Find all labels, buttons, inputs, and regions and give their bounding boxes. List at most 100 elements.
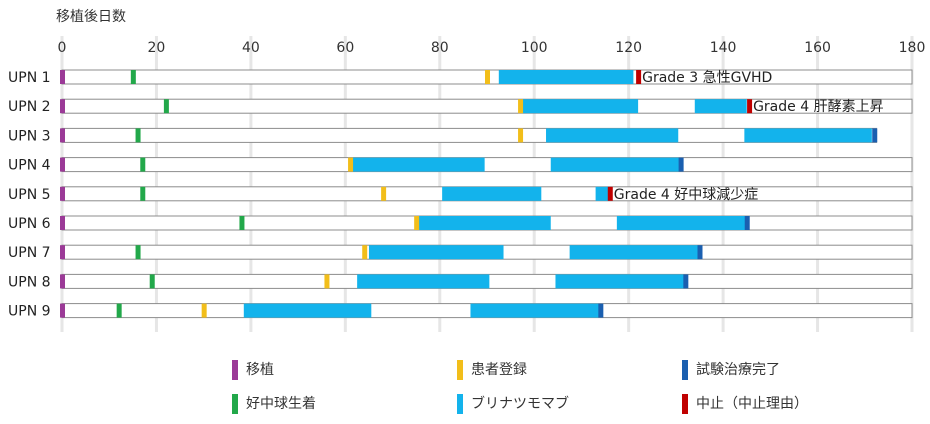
engraftment-marker	[140, 157, 146, 172]
registration-marker	[518, 99, 524, 114]
discontinuation-reason-label: Grade 4 好中球減少症	[614, 186, 759, 203]
patient-row: UPN 2 Grade 4 肝酵素上昇	[8, 98, 913, 115]
x-axis-title: 移植後日数	[56, 9, 126, 25]
engraftment-marker	[130, 70, 136, 84]
patient-row: UPN 4	[8, 157, 913, 174]
transplant-marker	[60, 70, 65, 84]
legend-label-transplant: 移植	[246, 362, 274, 378]
transplant-marker	[60, 128, 65, 143]
patient-row: UPN 5 Grade 4 好中球減少症	[8, 186, 913, 203]
x-tick-label: 160	[804, 40, 831, 56]
patient-row: UPN 6	[8, 215, 913, 232]
patient-row: UPN 8	[8, 273, 913, 290]
x-tick-label: 60	[336, 40, 354, 56]
x-axis-ticks: 0 20 40 60 80 100 120 140 160 180	[58, 40, 926, 56]
blinatumomab-segment	[470, 303, 601, 318]
transplant-marker	[60, 245, 65, 260]
trial-complete-marker	[872, 128, 878, 143]
blinatumomab-segment	[522, 99, 639, 114]
x-tick-label: 140	[710, 40, 737, 56]
blinatumomab-segment	[368, 245, 504, 260]
patient-row: UPN 3	[8, 127, 878, 144]
legend-swatch-discontinuation	[682, 394, 688, 414]
legend-label-engraftment: 好中球生着	[246, 396, 316, 412]
trial-complete-marker	[697, 245, 703, 260]
transplant-marker	[60, 303, 65, 318]
trial-complete-marker	[598, 303, 604, 318]
blinatumomab-segment	[243, 303, 372, 318]
blinatumomab-segment	[616, 216, 747, 230]
blinatumomab-segment	[555, 274, 686, 289]
timeline-bar	[61, 157, 913, 173]
x-tick-label: 40	[242, 40, 260, 56]
row-label: UPN 8	[8, 274, 51, 290]
row-label: UPN 6	[8, 216, 51, 232]
legend-label-blinatumomab: ブリナツモマブ	[471, 396, 569, 412]
blinatumomab-segment	[550, 157, 681, 172]
x-tick-label: 0	[58, 40, 67, 56]
blinatumomab-segment	[357, 274, 490, 289]
blinatumomab-segment	[352, 157, 485, 172]
discontinuation-reason-label: Grade 4 肝酵素上昇	[753, 99, 884, 115]
legend-swatch-transplant	[232, 360, 238, 380]
engraftment-marker	[140, 186, 146, 201]
trial-complete-marker	[683, 274, 689, 289]
registration-marker	[324, 274, 330, 289]
x-tick-label: 20	[148, 40, 166, 56]
transplant-marker	[60, 186, 65, 201]
transplant-marker	[60, 274, 65, 289]
row-label: UPN 4	[8, 158, 51, 174]
registration-marker	[485, 70, 490, 84]
row-label: UPN 9	[8, 304, 51, 320]
row-label: UPN 2	[8, 99, 51, 115]
legend-swatch-registration	[457, 360, 463, 380]
patient-row: UPN 9	[8, 303, 913, 320]
discontinuation-marker	[607, 186, 613, 201]
engraftment-marker	[135, 128, 141, 143]
trial-complete-marker	[678, 157, 684, 172]
blinatumomab-segment	[694, 99, 747, 114]
blinatumomab-segment	[418, 216, 551, 230]
row-label: UPN 5	[8, 187, 51, 203]
patient-row: UPN 1 Grade 3 急性GVHD	[8, 69, 913, 86]
registration-marker	[414, 216, 420, 230]
engraftment-marker	[149, 274, 155, 289]
discontinuation-marker	[636, 70, 642, 84]
registration-marker	[201, 303, 207, 318]
engraftment-marker	[116, 303, 122, 318]
legend-label-trial-complete: 試験治療完了	[696, 362, 780, 378]
legend-swatch-trial-complete	[682, 360, 688, 380]
engraftment-marker	[135, 245, 141, 260]
row-label: UPN 3	[8, 128, 51, 144]
transplant-marker	[60, 157, 65, 172]
x-tick-label: 120	[615, 40, 642, 56]
engraftment-marker	[163, 99, 169, 114]
trial-complete-marker	[744, 216, 750, 230]
row-label: UPN 7	[8, 245, 51, 261]
transplant-marker	[60, 216, 65, 230]
legend-label-discontinuation: 中止（中止理由）	[696, 396, 808, 412]
blinatumomab-segment	[595, 186, 610, 201]
blinatumomab-segment	[569, 245, 700, 260]
registration-marker	[362, 245, 368, 260]
transplant-marker	[60, 99, 65, 114]
registration-marker	[348, 157, 354, 172]
legend-swatch-blinatumomab	[457, 394, 463, 414]
x-tick-label: 100	[521, 40, 548, 56]
blinatumomab-segment	[546, 128, 679, 143]
registration-marker	[381, 186, 387, 201]
legend-swatch-engraftment	[232, 394, 238, 414]
x-tick-label: 80	[431, 40, 449, 56]
row-label: UPN 1	[8, 70, 51, 86]
blinatumomab-segment	[498, 70, 634, 84]
blinatumomab-segment	[744, 128, 872, 143]
discontinuation-reason-label: Grade 3 急性GVHD	[642, 70, 772, 86]
discontinuation-marker	[747, 99, 753, 114]
engraftment-marker	[239, 216, 245, 230]
x-tick-label: 180	[899, 40, 926, 56]
patient-row: UPN 7	[8, 244, 913, 261]
legend-label-registration: 患者登録	[471, 362, 527, 378]
registration-marker	[518, 128, 524, 143]
